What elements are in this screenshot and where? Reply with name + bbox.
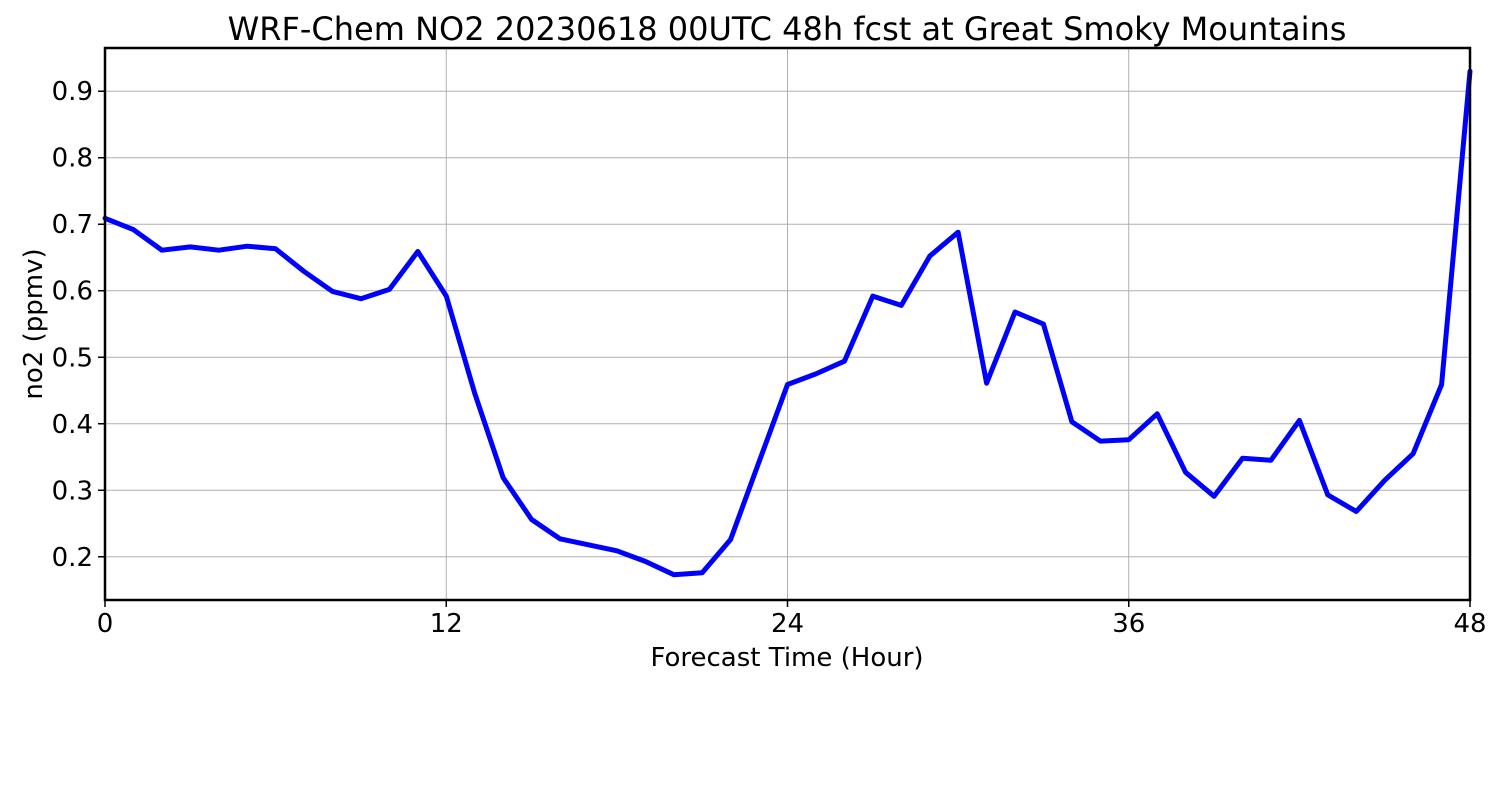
x-tick-label: 12 — [430, 609, 463, 639]
y-tick-label: 0.4 — [52, 410, 93, 440]
y-axis-label: no2 (ppmv) — [19, 248, 49, 399]
x-tick-label: 24 — [771, 609, 804, 639]
x-axis-label: Forecast Time (Hour) — [650, 643, 923, 673]
x-tick-label: 0 — [97, 609, 114, 639]
chart-title: WRF-Chem NO2 20230618 00UTC 48h fcst at … — [228, 10, 1347, 48]
y-tick-label: 0.3 — [52, 476, 93, 506]
no2-series-line — [102, 68, 1473, 578]
series-layer — [102, 68, 1473, 578]
axis-ticks: 0 12 24 36 48 0.2 0.3 0.4 0.5 0.6 0.7 0.8 0.9 — [52, 77, 1487, 639]
y-tick-label: 0.6 — [52, 277, 93, 307]
y-tick-label: 0.7 — [52, 210, 93, 240]
y-tick-label: 0.8 — [52, 144, 93, 174]
y-tick-label: 0.5 — [52, 343, 93, 373]
grid-lines — [104, 48, 1471, 600]
y-tick-label: 0.2 — [52, 543, 93, 573]
x-tick-label: 48 — [1453, 609, 1486, 639]
x-tick-label: 36 — [1112, 609, 1145, 639]
y-tick-label: 0.9 — [52, 77, 93, 107]
